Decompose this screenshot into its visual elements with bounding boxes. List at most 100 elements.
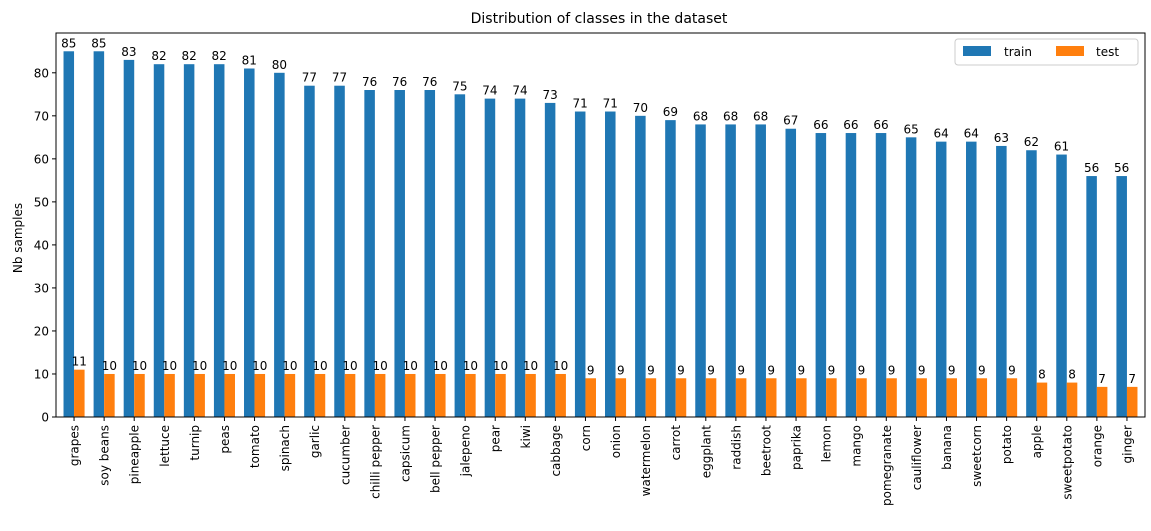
bar-train bbox=[845, 133, 857, 417]
bar-test bbox=[1006, 378, 1018, 417]
x-tick-label: sweetcorn bbox=[970, 425, 984, 487]
bar-value-label: 71 bbox=[573, 97, 588, 111]
bar-value-label: 9 bbox=[1008, 363, 1016, 377]
bar-value-label: 74 bbox=[482, 84, 497, 98]
legend-box bbox=[954, 38, 1139, 66]
bar-test bbox=[104, 373, 115, 417]
bar-train bbox=[755, 124, 766, 417]
bar-test bbox=[134, 373, 145, 417]
bar-value-label: 9 bbox=[918, 363, 926, 377]
bar-value-label: 64 bbox=[934, 127, 949, 141]
bar-value-label: 10 bbox=[312, 359, 327, 373]
x-tick-label: banana bbox=[940, 425, 954, 470]
bar-test bbox=[585, 378, 596, 417]
bar-train bbox=[815, 133, 827, 417]
bar-value-label: 7 bbox=[1128, 372, 1136, 386]
bar-test bbox=[254, 373, 266, 417]
bar-test bbox=[796, 378, 807, 417]
bar-train bbox=[424, 90, 436, 418]
bar-value-label: 76 bbox=[422, 75, 437, 89]
bar-value-label: 9 bbox=[797, 363, 805, 377]
x-tick-label: lettuce bbox=[158, 425, 172, 467]
x-tick-label: eggplant bbox=[699, 425, 713, 479]
x-tick-label: sweetpotato bbox=[1060, 425, 1074, 500]
bar-value-label: 10 bbox=[553, 359, 568, 373]
bars-group bbox=[63, 51, 1138, 418]
x-tick-label: watermelon bbox=[639, 425, 653, 496]
x-tick-label: chilli pepper bbox=[368, 425, 382, 499]
x-tick-label: ginger bbox=[1120, 425, 1134, 464]
x-tick-label: cucumber bbox=[338, 425, 352, 485]
bar-test bbox=[164, 373, 175, 417]
x-tick-label: mango bbox=[850, 425, 864, 467]
bar-test bbox=[194, 373, 205, 417]
bar-train bbox=[905, 137, 917, 418]
plot-area-frame bbox=[55, 32, 1146, 418]
bar-value-label: 56 bbox=[1084, 161, 1099, 175]
bar-test bbox=[1036, 382, 1048, 417]
bar-test bbox=[404, 373, 416, 417]
bar-train bbox=[514, 98, 526, 417]
bar-test bbox=[705, 378, 717, 417]
bar-train bbox=[123, 59, 135, 418]
bar-value-label: 10 bbox=[523, 359, 538, 373]
x-tick-label: beetroot bbox=[759, 425, 773, 476]
bar-value-label: 61 bbox=[1054, 140, 1069, 154]
x-tick-label: pear bbox=[489, 425, 503, 452]
bar-test bbox=[344, 373, 356, 417]
x-tick-label: pomegranate bbox=[880, 425, 894, 506]
bar-value-label: 10 bbox=[282, 359, 297, 373]
bar-train bbox=[635, 115, 646, 417]
bar-train bbox=[1086, 176, 1097, 417]
bar-test bbox=[826, 378, 837, 417]
x-tick-label: raddish bbox=[729, 425, 743, 470]
bar-test bbox=[555, 373, 566, 417]
bar-train bbox=[996, 145, 1007, 418]
bar-test bbox=[465, 373, 476, 417]
legend-swatch-test bbox=[1056, 46, 1084, 56]
bar-test bbox=[675, 378, 687, 417]
bar-value-label: 9 bbox=[737, 363, 745, 377]
bar-train bbox=[213, 64, 225, 418]
x-tick-label: garlic bbox=[308, 425, 322, 458]
bar-train bbox=[364, 90, 375, 418]
bar-test bbox=[645, 378, 657, 417]
bar-train bbox=[1056, 154, 1067, 418]
x-tick-label: capsicum bbox=[398, 425, 412, 482]
legend-swatch-train bbox=[963, 46, 991, 56]
bar-value-label: 63 bbox=[994, 131, 1009, 145]
bar-test bbox=[224, 373, 235, 417]
x-tick-label: potato bbox=[1000, 425, 1014, 464]
bar-value-label: 9 bbox=[858, 363, 866, 377]
bar-value-label: 85 bbox=[61, 36, 76, 50]
bar-test bbox=[615, 378, 627, 417]
bar-value-label: 66 bbox=[873, 118, 888, 132]
x-tick-label: cauliflower bbox=[910, 425, 924, 490]
bar-value-label: 77 bbox=[332, 71, 347, 85]
bar-test bbox=[435, 373, 446, 417]
bar-value-label: 10 bbox=[373, 359, 388, 373]
bar-value-label: 10 bbox=[493, 359, 508, 373]
y-axis-label: Nb samples bbox=[11, 203, 25, 273]
bar-value-label: 82 bbox=[181, 49, 196, 63]
bar-test bbox=[856, 378, 867, 417]
bar-value-label: 10 bbox=[252, 359, 267, 373]
bar-train bbox=[304, 85, 315, 418]
bar-value-label: 66 bbox=[813, 118, 828, 132]
bar-value-label: 9 bbox=[707, 363, 715, 377]
bar-test bbox=[284, 373, 296, 417]
x-tick-label: peas bbox=[218, 425, 232, 454]
bar-value-label: 73 bbox=[542, 88, 557, 102]
legend-label-train: train bbox=[1004, 45, 1032, 59]
bar-train bbox=[274, 72, 285, 418]
bar-test bbox=[495, 373, 506, 417]
bar-value-label: 83 bbox=[121, 45, 136, 59]
x-tick-label: jalepeno bbox=[459, 425, 473, 477]
y-tick-label: 20 bbox=[34, 324, 49, 338]
bar-value-label: 85 bbox=[91, 36, 106, 50]
legend: train test bbox=[954, 38, 1139, 66]
bar-value-label: 8 bbox=[1068, 368, 1076, 382]
bar-test bbox=[525, 373, 536, 417]
bar-test bbox=[314, 373, 326, 417]
